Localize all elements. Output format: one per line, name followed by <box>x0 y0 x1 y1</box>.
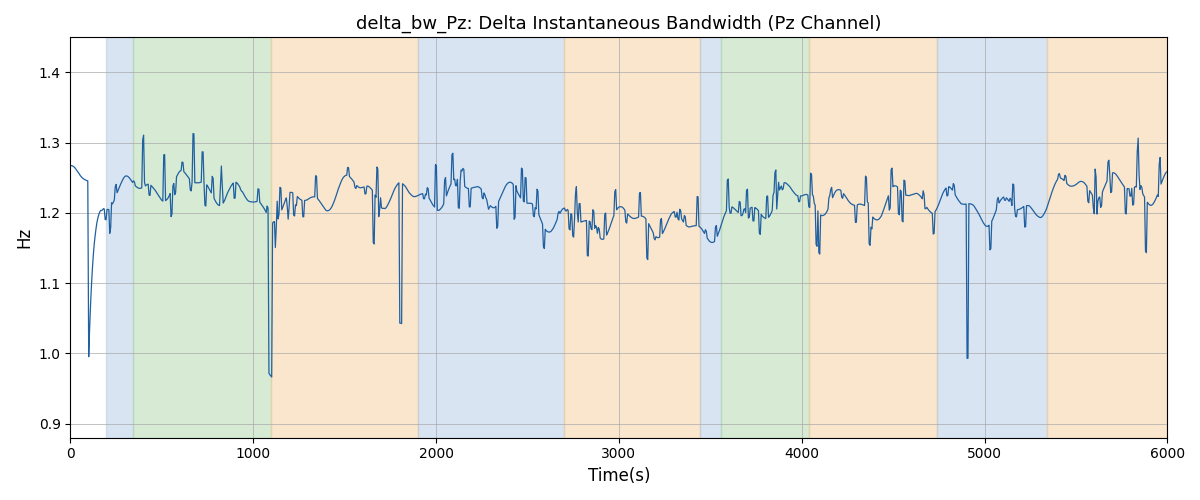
Y-axis label: Hz: Hz <box>14 227 32 248</box>
Title: delta_bw_Pz: Delta Instantaneous Bandwidth (Pz Channel): delta_bw_Pz: Delta Instantaneous Bandwid… <box>356 15 882 34</box>
Bar <box>564 38 701 438</box>
Bar <box>809 38 937 438</box>
Bar <box>271 38 418 438</box>
Bar <box>701 38 721 438</box>
Bar <box>132 38 271 438</box>
Bar <box>1046 38 1168 438</box>
Bar <box>937 38 1046 438</box>
Bar <box>418 38 564 438</box>
Bar <box>721 38 809 438</box>
X-axis label: Time(s): Time(s) <box>588 467 650 485</box>
Bar <box>106 38 132 438</box>
